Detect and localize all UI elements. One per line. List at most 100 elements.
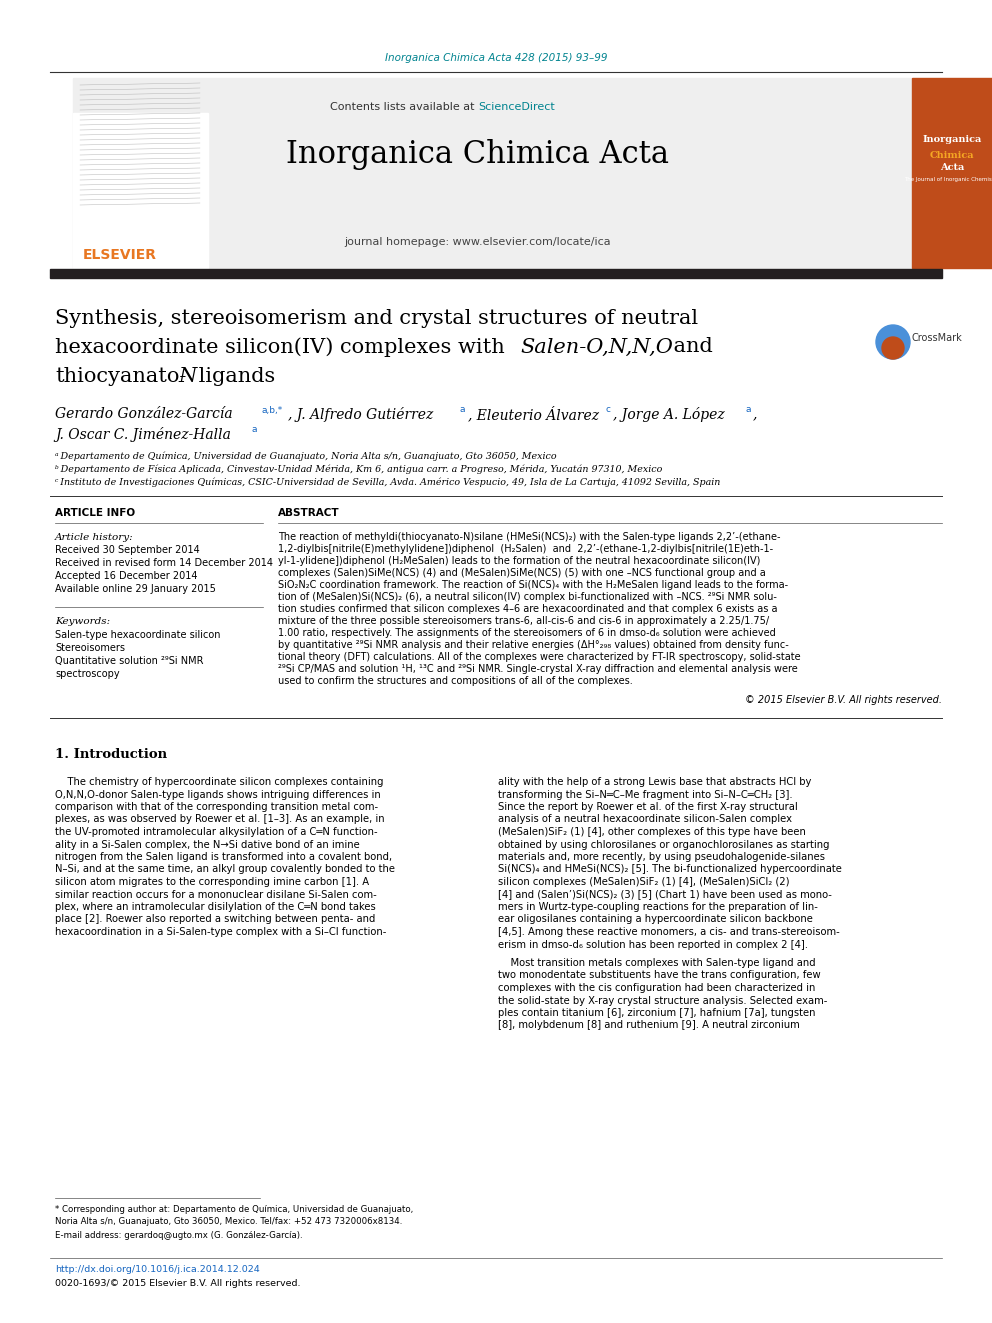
Circle shape [888, 327, 898, 337]
Text: the UV-promoted intramolecular alkysilylation of a C═N function-: the UV-promoted intramolecular alkysilyl… [55, 827, 378, 837]
Text: mers in Wurtz-type-coupling reactions for the preparation of lin-: mers in Wurtz-type-coupling reactions fo… [498, 902, 817, 912]
Text: 0020-1693/© 2015 Elsevier B.V. All rights reserved.: 0020-1693/© 2015 Elsevier B.V. All right… [55, 1278, 301, 1287]
Text: Salen-type hexacoordinate silicon: Salen-type hexacoordinate silicon [55, 630, 220, 640]
Text: The reaction of methyldi(thiocyanato-N)silane (HMeSi(NCS)₂) with the Salen-type : The reaction of methyldi(thiocyanato-N)s… [278, 532, 781, 542]
Text: silicon atom migrates to the corresponding imine carbon [1]. A: silicon atom migrates to the correspondi… [55, 877, 369, 886]
Text: Chimica: Chimica [930, 151, 974, 160]
Text: tional theory (DFT) calculations. All of the complexes were characterized by FT-: tional theory (DFT) calculations. All of… [278, 652, 801, 662]
Text: by quantitative ²⁹Si NMR analysis and their relative energies (ΔH°₂₉₈ values) ob: by quantitative ²⁹Si NMR analysis and th… [278, 640, 789, 650]
Text: , Jorge A. López: , Jorge A. López [613, 406, 724, 422]
Text: 1.00 ratio, respectively. The assignments of the stereoisomers of 6 in dmso-d₆ s: 1.00 ratio, respectively. The assignment… [278, 628, 776, 638]
Text: ᶜ Instituto de Investigaciones Químicas, CSIC-Universidad de Sevilla, Avda. Amér: ᶜ Instituto de Investigaciones Químicas,… [55, 478, 720, 487]
Text: c: c [605, 406, 610, 414]
Text: * Corresponding author at: Departamento de Química, Universidad de Guanajuato,: * Corresponding author at: Departamento … [55, 1205, 414, 1215]
Text: Acta: Acta [939, 164, 964, 172]
Text: complexes with the cis configuration had been characterized in: complexes with the cis configuration had… [498, 983, 815, 994]
Text: Available online 29 January 2015: Available online 29 January 2015 [55, 583, 216, 594]
Text: SiO₂N₂C coordination framework. The reaction of Si(NCS)₄ with the H₂MeSalen liga: SiO₂N₂C coordination framework. The reac… [278, 579, 788, 590]
Text: ples contain titanium [6], zirconium [7], hafnium [7a], tungsten: ples contain titanium [6], zirconium [7]… [498, 1008, 815, 1017]
Text: place [2]. Roewer also reported a switching between penta- and: place [2]. Roewer also reported a switch… [55, 914, 375, 925]
Text: a: a [745, 406, 751, 414]
Text: ᵇ Departamento de Física Aplicada, Cinvestav-Unidad Mérida, Km 6, antigua carr. : ᵇ Departamento de Física Aplicada, Cinve… [55, 464, 663, 474]
Text: Received 30 September 2014: Received 30 September 2014 [55, 545, 199, 556]
Text: analysis of a neutral hexacoordinate silicon-Salen complex: analysis of a neutral hexacoordinate sil… [498, 815, 792, 824]
Text: (MeSalen)SiF₂ (1) [4], other complexes of this type have been: (MeSalen)SiF₂ (1) [4], other complexes o… [498, 827, 806, 837]
Bar [912, 78, 992, 269]
Text: yl-1-ylidene])diphenol (H₂MeSalen) leads to the formation of the neutral hexacoo: yl-1-ylidene])diphenol (H₂MeSalen) leads… [278, 556, 761, 566]
Text: Accepted 16 December 2014: Accepted 16 December 2014 [55, 572, 197, 581]
Text: N: N [178, 366, 196, 385]
Text: , J. Alfredo Gutiérrez: , J. Alfredo Gutiérrez [288, 406, 434, 422]
Text: E-mail address: gerardoq@ugto.mx (G. González-García).: E-mail address: gerardoq@ugto.mx (G. Gon… [55, 1232, 303, 1241]
Text: ²⁹Si CP/MAS and solution ¹H, ¹³C and ²⁹Si NMR. Single-crystal X-ray diffraction : ²⁹Si CP/MAS and solution ¹H, ¹³C and ²⁹S… [278, 664, 798, 673]
Text: Received in revised form 14 December 2014: Received in revised form 14 December 201… [55, 558, 273, 568]
Text: Since the report by Roewer et al. of the first X-ray structural: Since the report by Roewer et al. of the… [498, 802, 798, 812]
Text: mixture of the three possible stereoisomers trans-6, all-cis-6 and cis-6 in appr: mixture of the three possible stereoisom… [278, 617, 769, 626]
Text: Most transition metals complexes with Salen-type ligand and: Most transition metals complexes with Sa… [498, 958, 815, 968]
Text: the solid-state by X-ray crystal structure analysis. Selected exam-: the solid-state by X-ray crystal structu… [498, 995, 827, 1005]
Text: Stereoisomers: Stereoisomers [55, 643, 125, 654]
Text: © 2015 Elsevier B.V. All rights reserved.: © 2015 Elsevier B.V. All rights reserved… [745, 695, 942, 705]
Text: 1. Introduction: 1. Introduction [55, 749, 167, 762]
Text: Article history:: Article history: [55, 532, 134, 541]
Text: Inorganica Chimica Acta: Inorganica Chimica Acta [287, 139, 670, 171]
Text: used to confirm the structures and compositions of all of the complexes.: used to confirm the structures and compo… [278, 676, 633, 687]
Text: a,b,*: a,b,* [262, 406, 284, 414]
Text: comparison with that of the corresponding transition metal com-: comparison with that of the correspondin… [55, 802, 378, 812]
Text: ELSEVIER: ELSEVIER [83, 247, 157, 262]
Text: Inorganica Chimica Acta 428 (2015) 93–99: Inorganica Chimica Acta 428 (2015) 93–99 [385, 53, 607, 64]
Text: erism in dmso-d₆ solution has been reported in complex 2 [4].: erism in dmso-d₆ solution has been repor… [498, 939, 808, 950]
Bar [73, 112, 208, 269]
Text: The chemistry of hypercoordinate silicon complexes containing: The chemistry of hypercoordinate silicon… [55, 777, 384, 787]
Text: plexes, as was observed by Roewer et al. [1–3]. As an example, in: plexes, as was observed by Roewer et al.… [55, 815, 385, 824]
Text: ality in a Si-Salen complex, the N→Si dative bond of an imine: ality in a Si-Salen complex, the N→Si da… [55, 840, 360, 849]
Text: O,N,N,O-donor Salen-type ligands shows intriguing differences in: O,N,N,O-donor Salen-type ligands shows i… [55, 790, 381, 799]
Text: silicon complexes (MeSalen)SiF₂ (1) [4], (MeSalen)SiCl₂ (2): silicon complexes (MeSalen)SiF₂ (1) [4],… [498, 877, 790, 886]
Text: hexacoordination in a Si-Salen-type complex with a Si–Cl function-: hexacoordination in a Si-Salen-type comp… [55, 927, 386, 937]
Text: ABSTRACT: ABSTRACT [278, 508, 339, 519]
Text: hexacoordinate silicon(IV) complexes with: hexacoordinate silicon(IV) complexes wit… [55, 337, 511, 357]
Text: The Journal of Inorganic Chemistry: The Journal of Inorganic Chemistry [905, 177, 992, 183]
Text: [4] and (Salen’)Si(NCS)₂ (3) [5] (Chart 1) have been used as mono-: [4] and (Salen’)Si(NCS)₂ (3) [5] (Chart … [498, 889, 832, 900]
Text: ARTICLE INFO: ARTICLE INFO [55, 508, 135, 519]
Text: ality with the help of a strong Lewis base that abstracts HCl by: ality with the help of a strong Lewis ba… [498, 777, 811, 787]
Text: and: and [667, 337, 712, 356]
Text: Inorganica: Inorganica [923, 135, 982, 144]
Text: N–Si, and at the same time, an alkyl group covalently bonded to the: N–Si, and at the same time, an alkyl gro… [55, 864, 395, 875]
Text: Synthesis, stereoisomerism and crystal structures of neutral: Synthesis, stereoisomerism and crystal s… [55, 308, 698, 328]
Text: Salen-O,N,N,O: Salen-O,N,N,O [520, 337, 673, 356]
Text: plex, where an intramolecular disilylation of the C═N bond takes: plex, where an intramolecular disilylati… [55, 902, 376, 912]
Bar [50, 269, 942, 278]
Circle shape [882, 337, 904, 359]
Text: tion studies confirmed that silicon complexes 4–6 are hexacoordinated and that c: tion studies confirmed that silicon comp… [278, 605, 778, 614]
Text: Noria Alta s/n, Guanajuato, Gto 36050, Mexico. Tel/fax: +52 473 7320006x8134.: Noria Alta s/n, Guanajuato, Gto 36050, M… [55, 1217, 403, 1226]
Text: ear oligosilanes containing a hypercoordinate silicon backbone: ear oligosilanes containing a hypercoord… [498, 914, 812, 925]
Text: J. Oscar C. Jiménez-Halla: J. Oscar C. Jiménez-Halla [55, 426, 231, 442]
Text: a: a [252, 426, 258, 434]
Text: 1,2-diylbis[nitrile(E)methylylidene])diphenol  (H₂Salen)  and  2,2’-(ethane-1,2-: 1,2-diylbis[nitrile(E)methylylidene])dip… [278, 544, 773, 554]
Text: , Eleuterio Álvarez: , Eleuterio Álvarez [468, 406, 599, 422]
Text: Contents lists available at: Contents lists available at [330, 102, 478, 112]
Text: CrossMark: CrossMark [912, 333, 963, 343]
Bar [73, 78, 911, 269]
Text: [8], molybdenum [8] and ruthenium [9]. A neutral zirconium: [8], molybdenum [8] and ruthenium [9]. A… [498, 1020, 800, 1031]
Text: ScienceDirect: ScienceDirect [478, 102, 555, 112]
Text: materials and, more recently, by using pseudohalogenide-silanes: materials and, more recently, by using p… [498, 852, 825, 863]
Text: spectroscopy: spectroscopy [55, 669, 120, 679]
Text: journal homepage: www.elsevier.com/locate/ica: journal homepage: www.elsevier.com/locat… [344, 237, 611, 247]
Text: obtained by using chlorosilanes or organochlorosilanes as starting: obtained by using chlorosilanes or organ… [498, 840, 829, 849]
Text: transforming the Si–N═C–Me fragment into Si–N–C═CH₂ [3].: transforming the Si–N═C–Me fragment into… [498, 790, 793, 799]
Text: Quantitative solution ²⁹Si NMR: Quantitative solution ²⁹Si NMR [55, 656, 203, 665]
Text: Keywords:: Keywords: [55, 618, 110, 627]
Text: thiocyanato-: thiocyanato- [55, 366, 186, 385]
Circle shape [876, 325, 910, 359]
Text: a: a [460, 406, 465, 414]
Text: Gerardo González-García: Gerardo González-García [55, 407, 233, 421]
Text: tion of (MeSalen)Si(NCS)₂ (6), a neutral silicon(IV) complex bi-functionalized w: tion of (MeSalen)Si(NCS)₂ (6), a neutral… [278, 591, 777, 602]
Text: ligands: ligands [192, 366, 275, 385]
Text: [4,5]. Among these reactive monomers, a cis- and trans-stereoisom-: [4,5]. Among these reactive monomers, a … [498, 927, 840, 937]
Text: similar reaction occurs for a mononuclear disilane Si-Salen com-: similar reaction occurs for a mononuclea… [55, 889, 377, 900]
Text: http://dx.doi.org/10.1016/j.ica.2014.12.024: http://dx.doi.org/10.1016/j.ica.2014.12.… [55, 1266, 260, 1274]
Text: ,: , [753, 407, 757, 421]
Text: two monodentate substituents have the trans configuration, few: two monodentate substituents have the tr… [498, 971, 820, 980]
